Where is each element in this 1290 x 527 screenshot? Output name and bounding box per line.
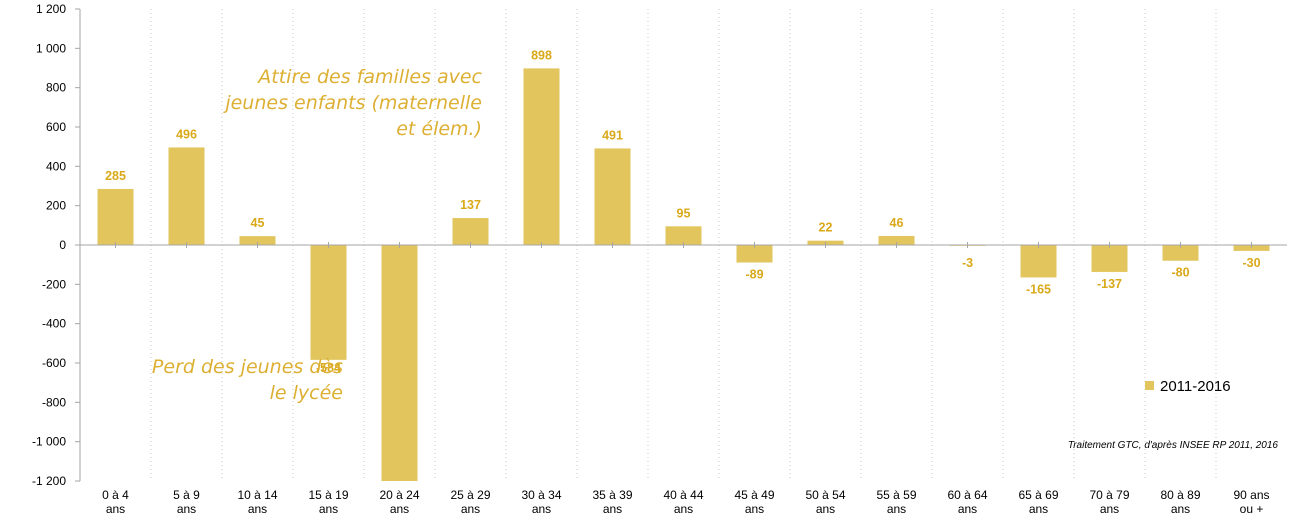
annotation-youth: le lycée bbox=[270, 382, 343, 404]
axes bbox=[75, 8, 1287, 482]
data-label: -3 bbox=[962, 256, 973, 270]
bar bbox=[381, 245, 418, 481]
data-label: 496 bbox=[176, 127, 197, 141]
bar bbox=[310, 245, 347, 360]
x-category-label: 15 à 19 ans bbox=[308, 488, 348, 516]
x-category-label: 80 à 89 ans bbox=[1160, 488, 1200, 516]
y-tick-label: 200 bbox=[46, 199, 66, 213]
y-tick-label: 400 bbox=[46, 159, 66, 173]
data-label: 22 bbox=[819, 221, 833, 235]
x-category-label: 90 ans ou + bbox=[1233, 488, 1269, 516]
x-category-label: 65 à 69 ans bbox=[1018, 488, 1058, 516]
data-label: 491 bbox=[602, 128, 623, 142]
y-tick-label: 1 000 bbox=[36, 41, 66, 55]
x-category-label: 60 à 64 ans bbox=[947, 488, 987, 516]
bar bbox=[1162, 245, 1199, 261]
bar bbox=[1020, 245, 1057, 278]
legend: 2011-2016 bbox=[1145, 378, 1231, 395]
x-category-label: 70 à 79 ans bbox=[1089, 488, 1129, 516]
bar bbox=[97, 188, 134, 245]
y-tick-label: 800 bbox=[46, 81, 66, 95]
legend-swatch bbox=[1145, 381, 1154, 390]
bar bbox=[878, 235, 915, 245]
y-tick-label: -800 bbox=[42, 395, 66, 409]
data-labels: 285 496 45 -584 137 898 491 95 -89 22 46 -3 -165 -137… bbox=[105, 48, 1261, 374]
data-label: -80 bbox=[1171, 266, 1189, 280]
x-category-label: 5 à 9 ans bbox=[173, 488, 200, 516]
data-label: -165 bbox=[1026, 282, 1051, 296]
source-note: Traitement GTC, d'après INSEE RP 2011, 2… bbox=[1068, 440, 1279, 451]
x-category-label: 40 à 44 ans bbox=[663, 488, 703, 516]
data-label: 285 bbox=[105, 169, 126, 183]
x-category-labels: 0 à 4 ans 5 à 9 ans 10 à 14 ans 15 à 19 ans 20 à… bbox=[102, 488, 1269, 516]
y-tick-label: 600 bbox=[46, 120, 66, 134]
y-tick-label: -400 bbox=[42, 317, 66, 331]
annotation-youth: Perd des jeunes dès bbox=[152, 356, 343, 378]
data-label: -89 bbox=[745, 268, 763, 282]
x-category-label: 25 à 29 ans bbox=[450, 488, 490, 516]
annotation-families: jeunes enfants (maternelle bbox=[222, 92, 482, 114]
y-tick-label: -200 bbox=[42, 277, 66, 291]
y-tick-label: 0 bbox=[59, 238, 66, 252]
bar bbox=[594, 148, 631, 245]
data-label: -584 bbox=[316, 361, 341, 375]
x-category-label: 0 à 4 ans bbox=[102, 488, 129, 516]
data-label: 137 bbox=[460, 198, 481, 212]
bar bbox=[1091, 245, 1128, 272]
annotations: Attire des familles avec jeunes enfants (… bbox=[152, 66, 483, 404]
legend-label: 2011-2016 bbox=[1160, 378, 1231, 395]
y-tick-label: 1 200 bbox=[36, 2, 66, 16]
bar bbox=[665, 226, 702, 245]
bar bbox=[523, 68, 560, 245]
bar bbox=[736, 245, 773, 263]
data-label: 95 bbox=[677, 206, 691, 220]
x-category-label: 45 à 49 ans bbox=[734, 488, 774, 516]
bar bbox=[452, 218, 489, 245]
data-label: 46 bbox=[890, 216, 904, 230]
data-label: 45 bbox=[251, 216, 265, 230]
data-label: -137 bbox=[1097, 277, 1122, 291]
data-label: 898 bbox=[531, 48, 552, 62]
bar bbox=[239, 236, 276, 245]
x-category-label: 20 à 24 ans bbox=[379, 488, 419, 516]
x-category-label: 55 à 59 ans bbox=[876, 488, 916, 516]
x-category-label: 50 à 54 ans bbox=[805, 488, 845, 516]
y-tick-label: -1 000 bbox=[32, 435, 66, 449]
y-tick-label: -600 bbox=[42, 356, 66, 370]
data-label: -30 bbox=[1242, 256, 1260, 270]
y-tick-labels: 1 200 1 000 800 600 400 200 0 -200 -400 -600 -800 -… bbox=[32, 2, 66, 488]
bars bbox=[97, 68, 1270, 481]
x-category-label: 35 à 39 ans bbox=[592, 488, 632, 516]
annotation-families: et élem.) bbox=[396, 118, 482, 140]
x-category-label: 30 à 34 ans bbox=[521, 488, 561, 516]
x-category-label: 10 à 14 ans bbox=[237, 488, 277, 516]
y-tick-label: -1 200 bbox=[32, 474, 66, 488]
bar bbox=[168, 147, 205, 245]
annotation-families: Attire des familles avec bbox=[256, 66, 482, 88]
